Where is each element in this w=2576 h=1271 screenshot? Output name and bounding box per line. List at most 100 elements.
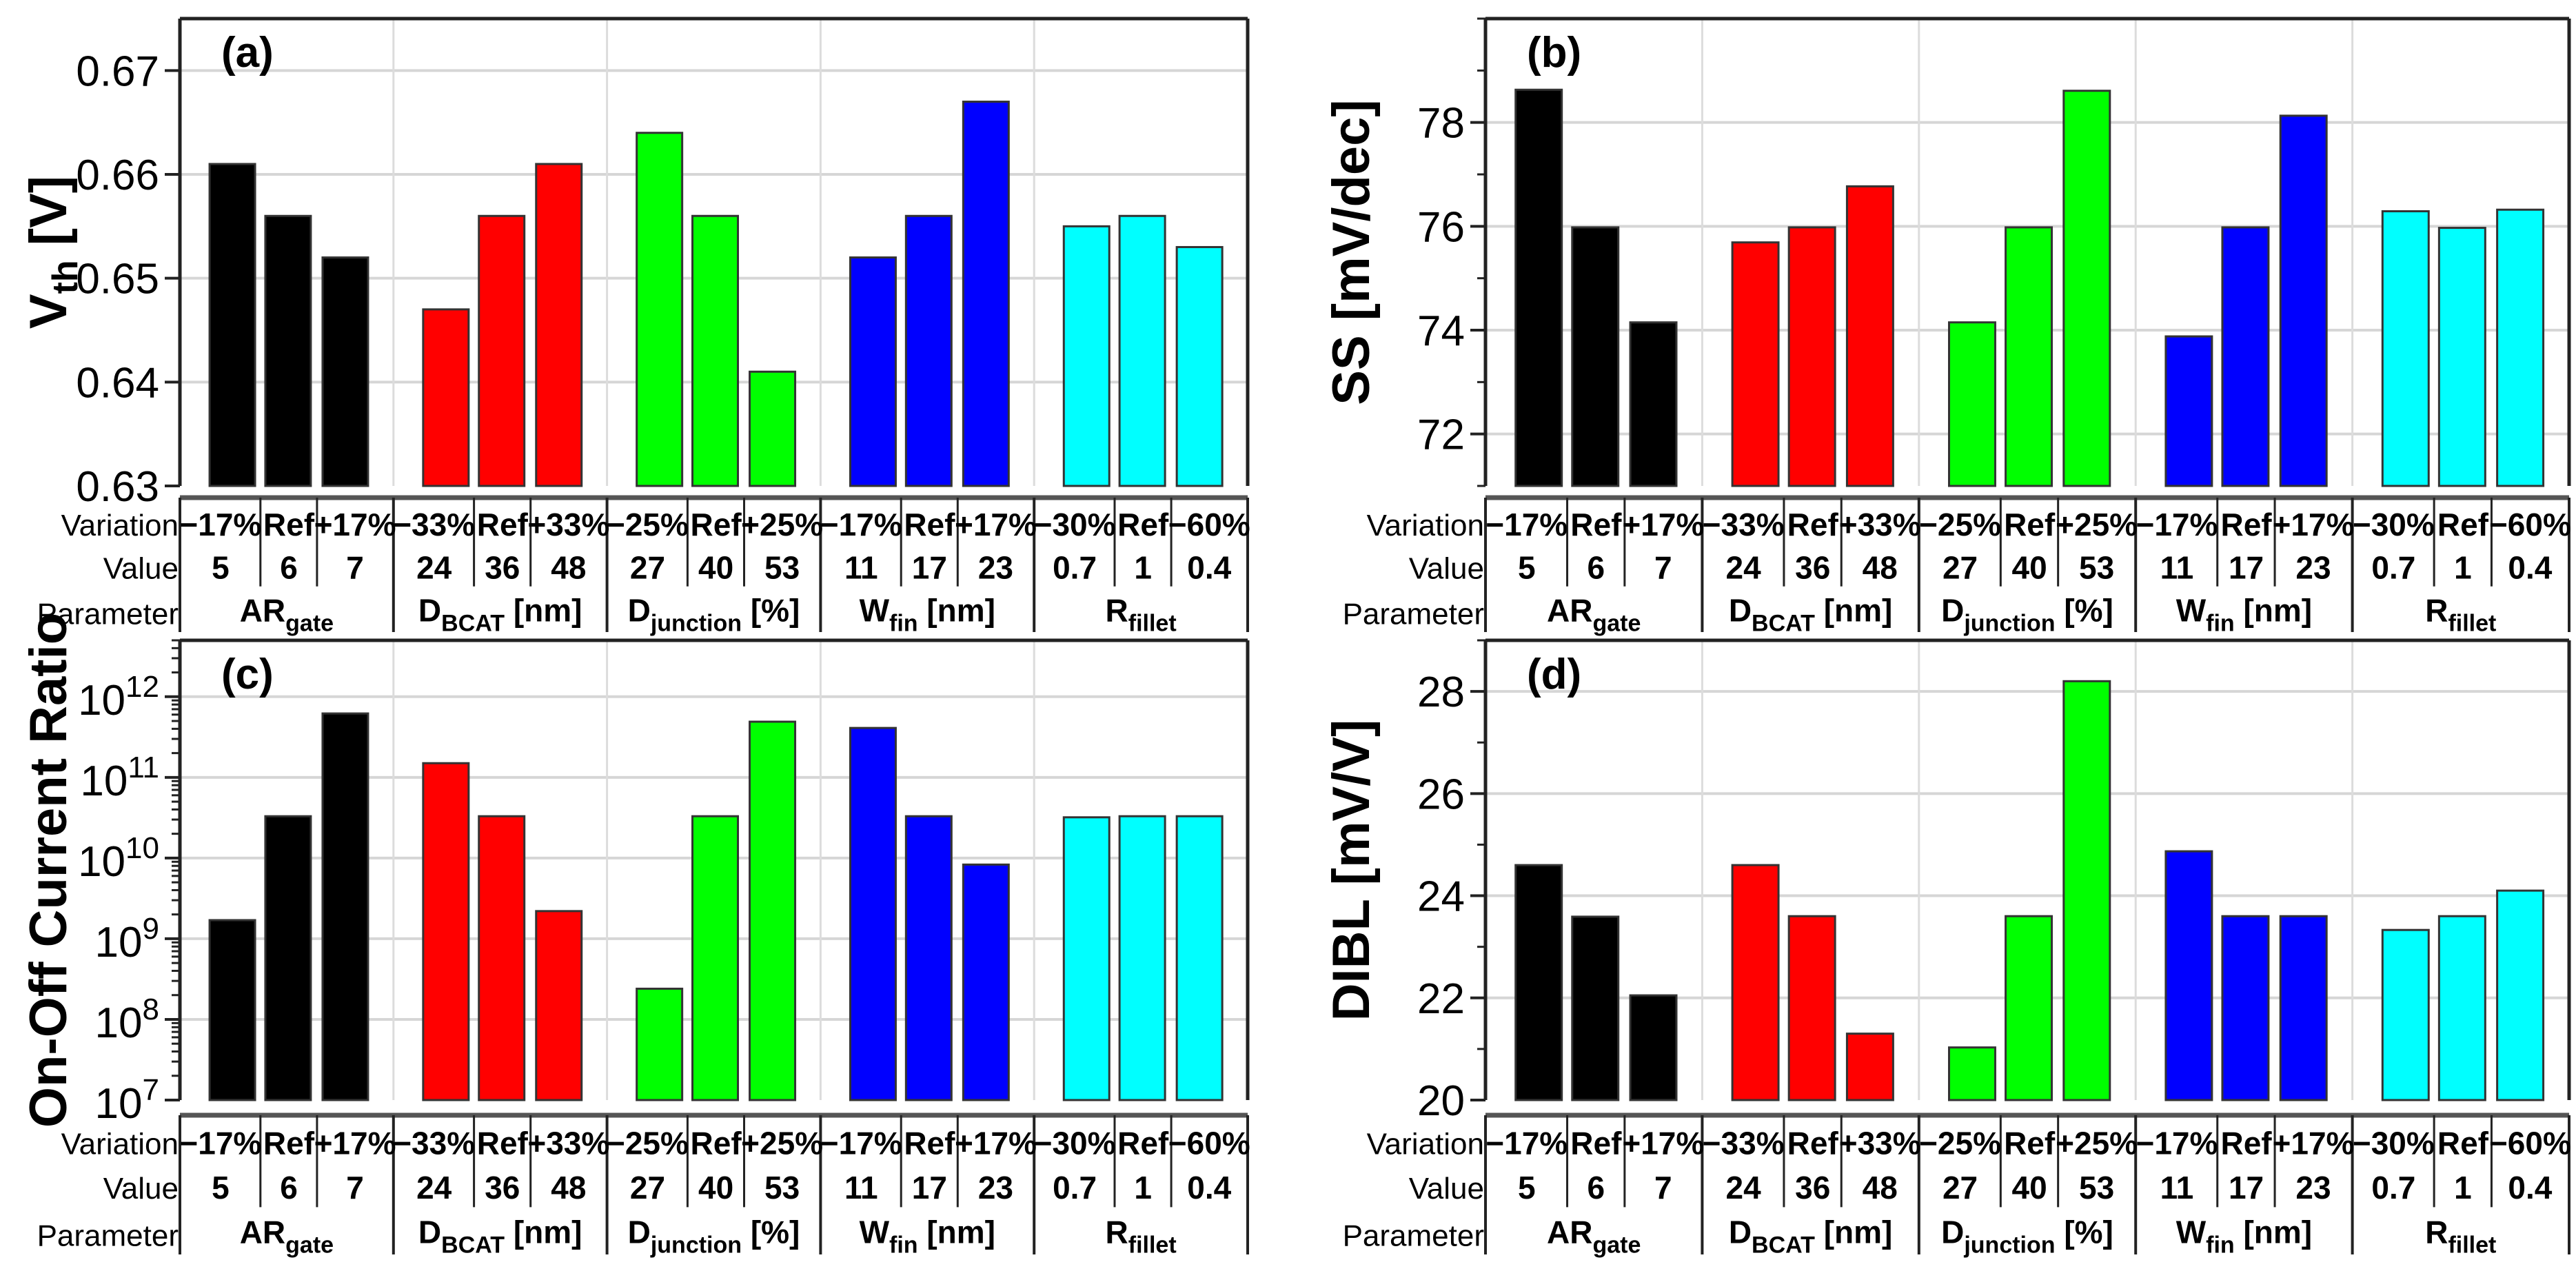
value-cell: 53	[764, 549, 800, 585]
value-cell: 5	[1518, 1170, 1536, 1206]
ytick-label: 76	[1417, 203, 1465, 251]
ytick-label: 72	[1417, 411, 1465, 459]
variation-cell: −33%	[393, 1125, 475, 1161]
bar-D_BCAT-0	[422, 762, 470, 1101]
bar-R_fillet-0	[2381, 928, 2430, 1101]
value-cell: 5	[212, 1170, 230, 1206]
value-cell: 0.4	[1187, 1170, 1231, 1206]
bar-W_fin-2	[962, 101, 1010, 487]
variation-cell: −17%	[179, 507, 261, 542]
ytick-label: 0.63	[76, 463, 159, 511]
ytick-label: 22	[1417, 975, 1465, 1023]
bar-D_BCAT-1	[478, 815, 526, 1101]
row-label-variation: Variation	[61, 509, 179, 542]
bar-W_fin-1	[904, 214, 953, 487]
panel-c: 107 108 109 1010 1011 1012 (c) On-Off Current R…	[19, 613, 1250, 1259]
value-cell: 0.4	[1187, 549, 1231, 585]
variation-cell: +17%	[1622, 507, 1704, 542]
bar-D_junction-0	[1948, 321, 1996, 487]
variation-cell: +17%	[955, 507, 1037, 542]
bar-R_fillet-1	[2437, 915, 2486, 1101]
value-cell: 40	[698, 1170, 733, 1206]
parameter-cell: Djunction [%]	[628, 593, 800, 637]
variation-cell: Ref	[1787, 1125, 1839, 1161]
value-cell: 1	[2454, 1170, 2472, 1206]
y-axis-label: SS [mV/dec]	[1322, 99, 1381, 405]
variation-cell: Ref	[2437, 507, 2489, 542]
variation-cell: −33%	[1703, 507, 1785, 542]
bar-R_fillet-1	[1118, 214, 1166, 487]
variation-cell: −25%	[607, 1125, 689, 1161]
variation-cell: Ref	[1570, 507, 1622, 542]
variation-cell: −17%	[820, 507, 902, 542]
value-cell: 24	[1726, 1170, 1762, 1206]
panel-label: (c)	[221, 651, 274, 698]
bar-R_fillet-1	[2437, 227, 2486, 487]
variation-cell: Ref	[2437, 1125, 2489, 1161]
panel-label: (b)	[1527, 29, 1581, 77]
value-cell: 7	[1654, 549, 1672, 585]
value-cell: 1	[2454, 549, 2472, 585]
row-label-value: Value	[1409, 1172, 1484, 1206]
bar-R_fillet-2	[2496, 889, 2545, 1101]
parameter-cell: Wfin [nm]	[860, 593, 995, 637]
variation-cell: −17%	[1485, 1125, 1568, 1161]
value-cell: 6	[1588, 1170, 1605, 1206]
value-cell: 53	[2079, 1170, 2114, 1206]
bar-D_junction-0	[1948, 1046, 1996, 1101]
variation-cell: −25%	[607, 507, 689, 542]
ytick-label: 108	[95, 993, 159, 1047]
variation-cell: +17%	[1622, 1125, 1704, 1161]
ytick-label: 1011	[80, 751, 159, 805]
bar-D_junction-2	[749, 370, 797, 487]
value-cell: 36	[1795, 1170, 1830, 1206]
ytick-label: 28	[1417, 669, 1465, 716]
value-cell: 23	[2295, 1170, 2331, 1206]
bar-W_fin-2	[2279, 915, 2328, 1101]
ytick-label: 74	[1417, 307, 1465, 355]
bar-R_fillet-1	[1118, 815, 1166, 1101]
bar-R_fillet-0	[1062, 816, 1110, 1101]
variation-cell: Ref	[263, 507, 315, 542]
bar-D_BCAT-1	[478, 214, 526, 487]
ytick-label: 107	[95, 1073, 159, 1128]
variation-cell: −17%	[179, 1125, 261, 1161]
ytick-label: 1010	[78, 831, 159, 886]
variation-cell: −33%	[1703, 1125, 1785, 1161]
ytick-label: 0.66	[76, 152, 159, 199]
variation-cell: −17%	[2136, 507, 2218, 542]
variation-cell: −60%	[1168, 1125, 1250, 1161]
value-cell: 1	[1134, 549, 1152, 585]
variation-cell: Ref	[263, 1125, 315, 1161]
value-cell: 48	[551, 549, 586, 585]
value-cell: 23	[978, 549, 1013, 585]
bar-D_junction-0	[636, 987, 684, 1101]
value-cell: 40	[2012, 549, 2047, 585]
variation-cell: Ref	[1117, 507, 1169, 542]
row-label-parameter: Parameter	[1343, 1219, 1484, 1253]
bar-R_fillet-2	[1175, 245, 1224, 487]
parameter-cell: Djunction [%]	[1941, 1214, 2113, 1259]
panel-label: (d)	[1527, 651, 1581, 698]
y-axis-label: DIBL [mV/V]	[1322, 720, 1381, 1021]
parameter-cell: Wfin [nm]	[860, 1214, 995, 1259]
bar-AR_gate-0	[1514, 864, 1563, 1101]
bar-AR_gate-0	[208, 163, 256, 487]
bar-D_junction-1	[691, 214, 740, 487]
value-cell: 24	[416, 1170, 452, 1206]
value-cell: 27	[1943, 1170, 1978, 1206]
parameter-cell: DBCAT [nm]	[1729, 593, 1893, 637]
row-label-parameter: Parameter	[1343, 598, 1484, 631]
bar-W_fin-1	[2221, 226, 2270, 487]
ytick-label: 24	[1417, 873, 1465, 921]
y-axis-label: On-Off Current Ratio	[19, 613, 78, 1128]
value-cell: 48	[551, 1170, 586, 1206]
value-cell: 17	[912, 1170, 947, 1206]
bar-AR_gate-2	[1629, 321, 1678, 487]
value-cell: 27	[1943, 549, 1978, 585]
bar-AR_gate-2	[1629, 994, 1678, 1101]
bar-R_fillet-0	[2381, 210, 2430, 487]
parameter-cell: Rfillet	[1106, 593, 1177, 637]
parameter-cell: Rfillet	[1106, 1214, 1177, 1259]
